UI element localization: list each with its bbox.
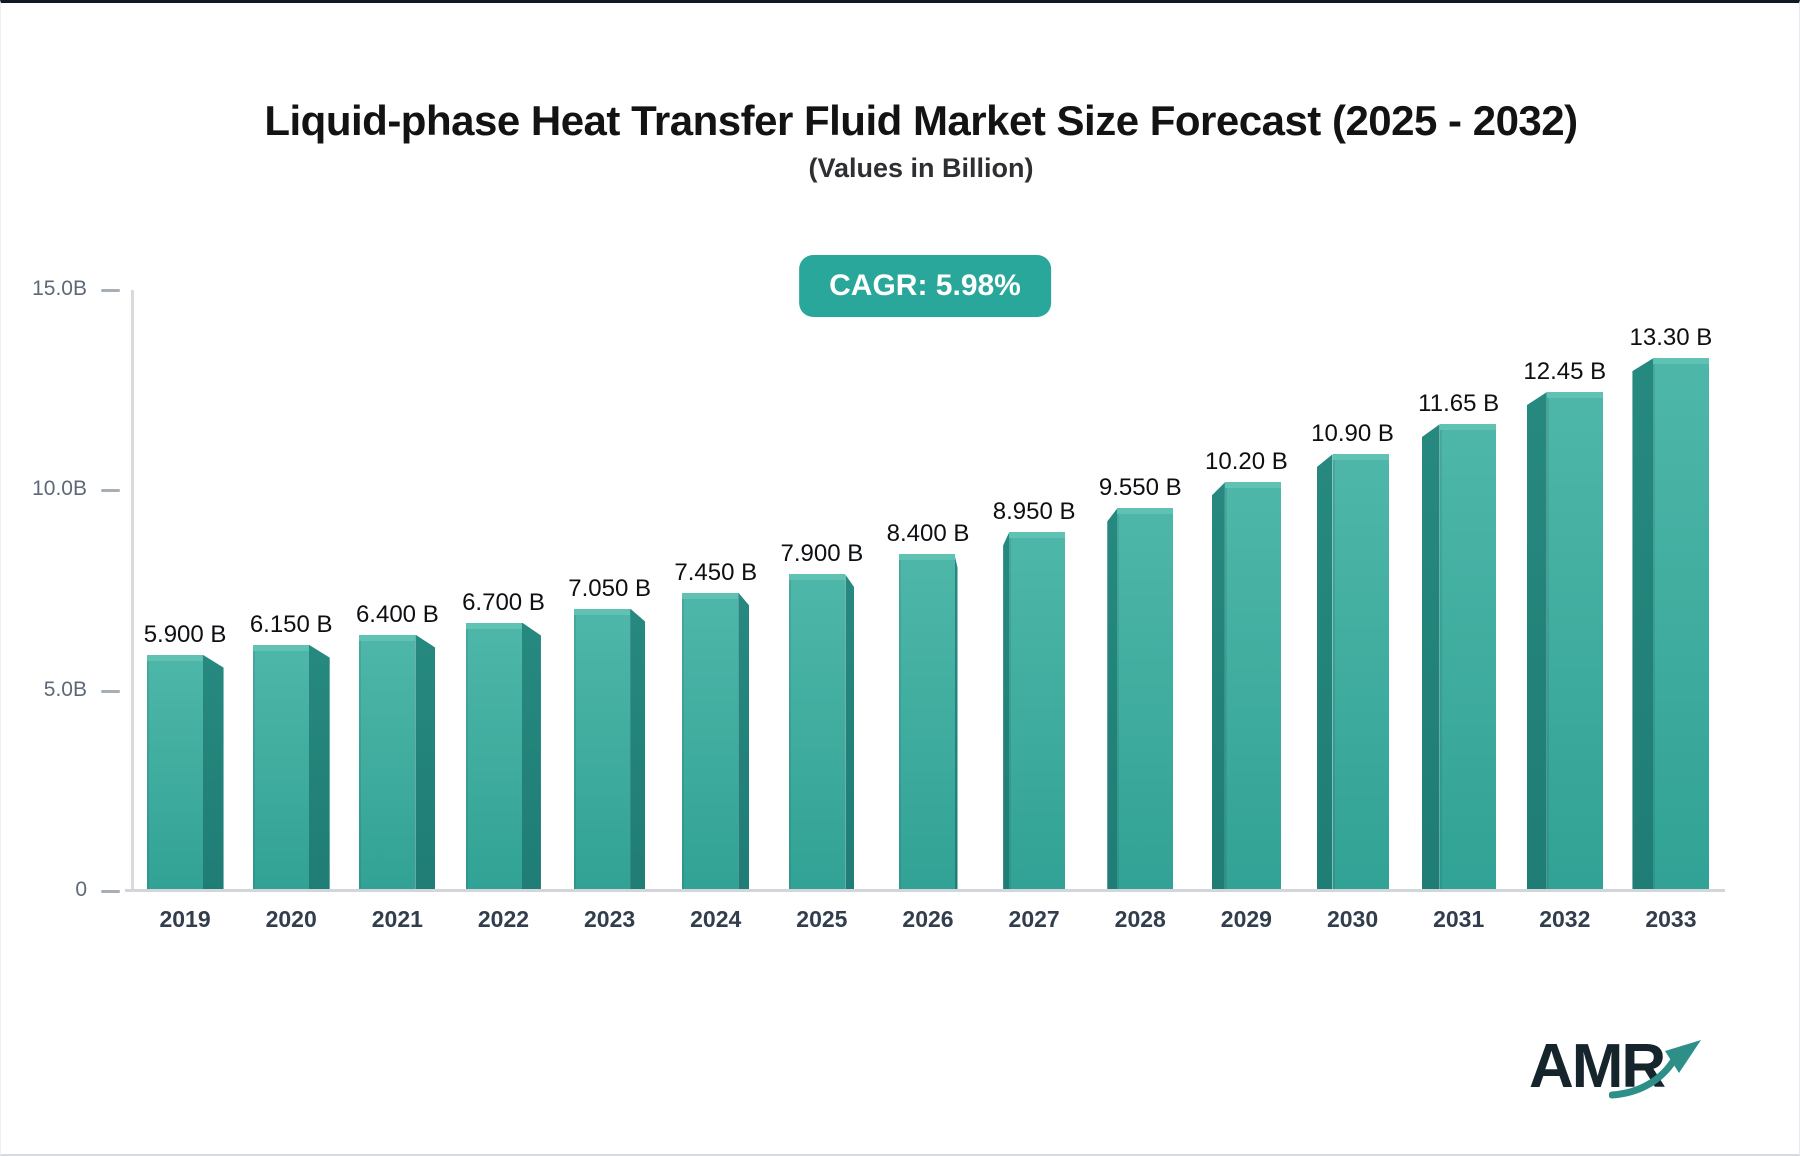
- x-axis-label-2026: 2026: [902, 906, 953, 933]
- bar-side-face: [738, 593, 749, 891]
- bar-top-face: [253, 645, 309, 651]
- x-axis-label-2033: 2033: [1645, 906, 1696, 933]
- bar-side-face: [1422, 424, 1440, 891]
- bar-top-face: [1117, 508, 1173, 514]
- growth-arrow-icon: [1609, 1039, 1705, 1101]
- bar-2029: [1225, 482, 1281, 891]
- bar-top-face: [1547, 392, 1603, 398]
- bar-side-face: [1527, 392, 1547, 891]
- bar-side-face: [845, 574, 854, 891]
- bar-value-label: 7.900 B: [780, 540, 863, 568]
- bar-top-face: [466, 623, 522, 629]
- bar-top-face: [1225, 482, 1281, 488]
- x-axis-label-2027: 2027: [1009, 906, 1060, 933]
- x-axis-label-2024: 2024: [690, 906, 741, 933]
- x-axis-label-2025: 2025: [796, 906, 847, 933]
- bar-top-face: [359, 635, 415, 641]
- bar-2019: [147, 655, 203, 891]
- x-axis-label-2023: 2023: [584, 906, 635, 933]
- x-axis-label-2020: 2020: [266, 906, 317, 933]
- bar-value-label: 11.65 B: [1418, 390, 1499, 418]
- bar-value-label: 10.90 B: [1311, 420, 1394, 448]
- bar-value-label: 7.050 B: [568, 575, 651, 603]
- bar-side-face: [1107, 508, 1117, 891]
- bar-top-face: [899, 554, 955, 560]
- x-axis-label-2029: 2029: [1221, 906, 1272, 933]
- y-axis-tick: [101, 289, 120, 292]
- bar-2023: [574, 609, 630, 891]
- bar-value-label: 7.450 B: [674, 559, 757, 587]
- bar-value-label: 6.400 B: [356, 601, 439, 629]
- bar-2031: [1440, 424, 1496, 891]
- bar-top-face: [147, 655, 203, 661]
- y-axis-label: 15.0B: [1, 277, 87, 301]
- bar-side-face: [955, 554, 958, 891]
- bar-side-face: [203, 655, 224, 891]
- bar-top-face: [1009, 532, 1065, 538]
- bar-side-face: [1212, 482, 1225, 891]
- bar-value-label: 10.20 B: [1205, 448, 1288, 476]
- bar-2021: [359, 635, 415, 891]
- y-axis-label: 10.0B: [1, 477, 87, 501]
- bar-2028: [1117, 508, 1173, 891]
- bar-side-face: [522, 623, 541, 891]
- x-axis-label-2028: 2028: [1115, 906, 1166, 933]
- bar-side-face: [1317, 454, 1333, 891]
- x-axis-label-2032: 2032: [1539, 906, 1590, 933]
- bar-value-label: 13.30 B: [1630, 324, 1713, 352]
- x-axis-line: [125, 889, 1725, 892]
- bar-side-face: [415, 635, 435, 891]
- y-axis-line: [131, 290, 134, 891]
- bar-2020: [253, 645, 309, 891]
- bar-2026: [899, 554, 955, 891]
- y-axis-tick: [101, 690, 120, 693]
- bar-value-label: 9.550 B: [1099, 474, 1182, 502]
- bar-2027: [1009, 532, 1065, 891]
- x-axis-label-2031: 2031: [1433, 906, 1484, 933]
- bar-value-label: 5.900 B: [144, 621, 227, 649]
- bar-value-label: 8.400 B: [887, 520, 970, 548]
- bar-2032: [1547, 392, 1603, 891]
- y-axis-label: 5.0B: [1, 678, 87, 702]
- bar-top-face: [1440, 424, 1496, 430]
- bar-value-label: 12.45 B: [1523, 358, 1606, 386]
- x-axis-label-2019: 2019: [159, 906, 210, 933]
- x-axis-label-2022: 2022: [478, 906, 529, 933]
- bar-side-face: [630, 609, 645, 891]
- y-axis-tick: [101, 489, 120, 492]
- bar-top-face: [574, 609, 630, 615]
- bar-top-face: [682, 593, 738, 599]
- bar-2024: [682, 593, 738, 891]
- bar-top-face: [1653, 358, 1709, 364]
- market-forecast-chart-page: Liquid-phase Heat Transfer Fluid Market …: [0, 0, 1800, 1156]
- bar-value-label: 8.950 B: [993, 498, 1076, 526]
- bar-chart: 0 5.0B 10.0B 15.0B 5.900 B 2019 6.150 B 2020 6.4…: [1, 3, 1800, 1156]
- bar-2030: [1333, 454, 1389, 891]
- bar-side-face: [1632, 358, 1653, 891]
- y-axis-tick: [101, 890, 120, 893]
- bar-value-label: 6.700 B: [462, 589, 545, 617]
- x-axis-label-2021: 2021: [372, 906, 423, 933]
- bar-2025: [789, 574, 845, 891]
- bar-2033: [1653, 358, 1709, 891]
- amr-logo: AMR: [1529, 1031, 1719, 1121]
- x-axis-label-2030: 2030: [1327, 906, 1378, 933]
- bar-top-face: [789, 574, 845, 580]
- bar-2022: [466, 623, 522, 891]
- bar-top-face: [1333, 454, 1389, 460]
- bar-side-face: [309, 645, 330, 891]
- bar-value-label: 6.150 B: [250, 611, 333, 639]
- y-axis-label: 0: [1, 878, 87, 902]
